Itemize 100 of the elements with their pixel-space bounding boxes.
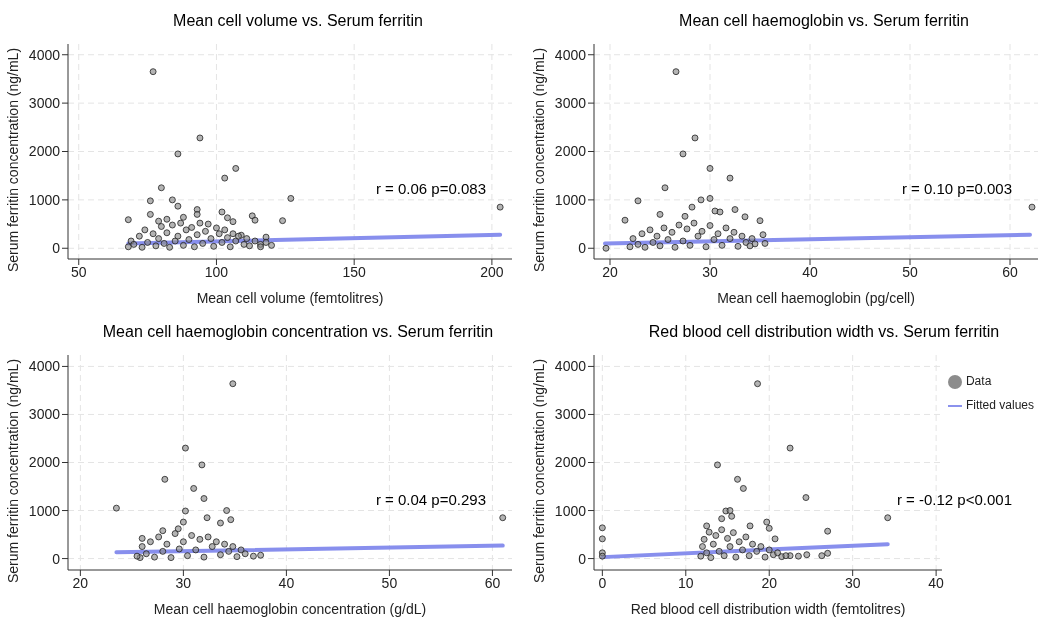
point — [159, 547, 167, 555]
chart-title: Mean cell haemoglobin concentration vs. Serum ferritin — [101, 323, 495, 341]
point — [706, 222, 714, 229]
point — [1028, 203, 1036, 211]
point — [190, 485, 198, 492]
point — [714, 230, 722, 238]
point — [738, 232, 746, 240]
point — [598, 524, 606, 532]
x-tick-label: 40 — [928, 574, 945, 591]
point — [731, 206, 739, 213]
x-tick-label: 60 — [1002, 263, 1018, 280]
point — [722, 224, 730, 232]
point — [795, 552, 802, 560]
x-tick-label: 60 — [484, 574, 501, 591]
point — [683, 225, 691, 233]
point — [745, 552, 753, 560]
point — [163, 540, 171, 548]
point — [679, 150, 687, 158]
point — [184, 552, 191, 560]
point — [739, 546, 746, 554]
point — [735, 538, 743, 546]
point — [706, 165, 714, 172]
point — [159, 527, 167, 535]
point — [726, 543, 734, 550]
point — [765, 524, 773, 532]
point — [741, 213, 749, 221]
chart-title: Red blood cell distribution width vs. Serum ferritin — [647, 323, 1001, 341]
point — [754, 380, 761, 388]
point — [171, 530, 179, 537]
point — [167, 554, 175, 561]
y-tick-label: 1000 — [28, 191, 61, 208]
point — [188, 532, 195, 539]
point — [714, 461, 721, 469]
y-tick-label: 2000 — [554, 454, 587, 471]
point — [753, 547, 761, 555]
x-axis-title: Mean cell haemoglobin (pg/cell) — [717, 290, 915, 306]
x-tick-label: 50 — [70, 263, 87, 280]
point — [757, 543, 765, 550]
point — [499, 514, 507, 522]
point — [634, 241, 642, 248]
point — [824, 549, 832, 557]
y-tick-label: 2000 — [28, 143, 61, 160]
point — [661, 184, 669, 192]
point — [212, 538, 220, 546]
y-tick-label: 0 — [52, 550, 61, 567]
y-tick-label: 3000 — [28, 406, 61, 423]
point — [818, 552, 826, 560]
x-tick-label: 30 — [844, 574, 861, 591]
y-tick-label: 1000 — [554, 502, 587, 519]
point — [690, 219, 698, 227]
point — [715, 547, 723, 555]
y-tick-label: 4000 — [554, 46, 587, 63]
point — [748, 235, 756, 242]
annotation: r = -0.12 p<0.001 — [896, 491, 1012, 508]
point — [668, 228, 676, 236]
point — [649, 239, 657, 246]
point — [694, 232, 702, 240]
y-tick-label: 2000 — [28, 454, 61, 471]
point — [734, 242, 742, 250]
point — [705, 528, 713, 536]
x-tick-label: 0 — [598, 574, 607, 591]
chart-title: Mean cell volume vs. Serum ferritin — [172, 12, 424, 30]
point — [786, 444, 794, 452]
point — [726, 174, 734, 182]
y-tick-label: 3000 — [554, 406, 587, 423]
y-tick-label: 1000 — [554, 191, 587, 208]
x-axis-title: Mean cell volume (femtolitres) — [196, 290, 384, 306]
point — [161, 475, 169, 483]
point — [729, 529, 737, 537]
legend-label: Fitted values — [965, 398, 1034, 412]
annotation: r = 0.06 p=0.083 — [375, 180, 486, 197]
point — [756, 217, 764, 225]
point — [192, 546, 200, 554]
y-axis-title: Serum ferritin concentration (ng/mL) — [5, 358, 21, 583]
point — [782, 552, 790, 560]
point — [732, 553, 740, 561]
point — [759, 231, 767, 239]
point — [208, 543, 216, 550]
point — [679, 237, 687, 245]
point — [711, 207, 719, 215]
point — [227, 516, 235, 524]
point — [203, 514, 211, 522]
x-axis-title: Mean cell haemoglobin concentration (g/dL) — [153, 601, 427, 617]
point — [675, 221, 683, 229]
y-tick-label: 1000 — [28, 502, 61, 519]
point — [113, 504, 120, 512]
y-tick-label: 0 — [52, 240, 61, 257]
x-tick-label: 200 — [480, 263, 504, 280]
y-tick-label: 0 — [578, 550, 587, 567]
point — [716, 208, 724, 216]
point — [728, 512, 736, 520]
point — [151, 553, 158, 561]
point — [179, 538, 187, 546]
chart-title: Mean cell haemoglobin vs. Serum ferritin — [678, 12, 970, 30]
point — [225, 547, 233, 555]
point — [653, 232, 661, 240]
y-axis-title: Serum ferritin concentration (ng/mL) — [531, 47, 547, 272]
point — [707, 554, 715, 561]
point — [742, 533, 750, 541]
y-axis-title: Serum ferritin concentration (ng/mL) — [531, 358, 547, 583]
